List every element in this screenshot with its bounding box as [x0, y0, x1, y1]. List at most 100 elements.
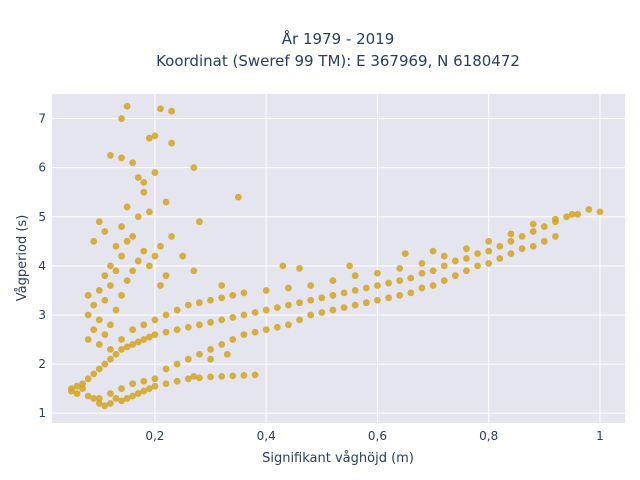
data-point — [90, 395, 98, 402]
data-point — [285, 301, 292, 309]
data-point — [95, 218, 103, 226]
data-point — [112, 242, 120, 250]
data-point — [90, 301, 98, 309]
data-point — [84, 392, 92, 400]
data-point — [218, 372, 226, 380]
data-point — [218, 282, 226, 289]
data-point — [540, 237, 548, 245]
data-point — [207, 345, 214, 353]
y-tick-label: 4 — [38, 259, 46, 273]
data-point — [145, 208, 153, 216]
data-point — [262, 326, 270, 334]
data-point — [329, 291, 337, 299]
data-point — [518, 233, 526, 240]
data-point — [240, 371, 248, 379]
x-tick-label: 0,2 — [145, 429, 164, 443]
data-point — [95, 316, 103, 324]
data-point — [140, 178, 148, 186]
data-point — [118, 397, 125, 405]
y-tick-label: 3 — [38, 308, 46, 322]
data-point — [162, 311, 170, 319]
data-point — [451, 257, 459, 265]
data-point — [218, 294, 226, 302]
data-point — [251, 371, 259, 379]
data-points — [68, 102, 604, 410]
data-point — [196, 218, 203, 226]
data-point — [107, 282, 114, 289]
data-point — [101, 296, 109, 304]
data-point — [251, 328, 259, 336]
data-point — [240, 311, 248, 319]
data-point — [162, 272, 170, 280]
data-point — [73, 382, 81, 390]
data-point — [162, 198, 170, 206]
data-point — [101, 331, 109, 339]
data-point — [73, 390, 81, 397]
data-point — [190, 372, 198, 380]
data-point — [190, 164, 198, 172]
data-point — [101, 360, 109, 368]
tick-labels: 0,2 0,4 0,6 0,8 1 1 2 3 4 5 6 7 — [38, 112, 603, 443]
data-point — [90, 237, 98, 245]
data-point — [307, 311, 315, 319]
data-point — [123, 277, 131, 284]
data-point — [451, 272, 459, 280]
data-point — [207, 318, 214, 326]
data-point — [596, 208, 604, 216]
data-point — [351, 272, 359, 280]
x-tick-label: 0,4 — [257, 429, 276, 443]
data-point — [540, 223, 548, 230]
data-point — [229, 291, 237, 299]
data-point — [118, 154, 125, 162]
data-point — [285, 321, 292, 329]
data-point — [190, 267, 198, 275]
data-point — [68, 385, 75, 393]
data-point — [95, 399, 103, 407]
data-point — [385, 294, 392, 302]
data-point — [151, 316, 159, 324]
data-point — [101, 228, 109, 235]
y-tick-label: 1 — [38, 406, 46, 420]
chart-title: År 1979 - 2019 — [282, 29, 395, 48]
data-point — [112, 395, 120, 402]
data-point — [362, 299, 370, 307]
data-point — [123, 102, 131, 110]
data-point — [229, 314, 237, 321]
data-point — [407, 274, 415, 282]
data-point — [173, 377, 181, 385]
data-point — [184, 355, 192, 363]
data-point — [101, 402, 109, 410]
data-point — [374, 296, 381, 304]
data-point — [351, 301, 359, 309]
data-point — [173, 326, 181, 334]
data-point — [107, 390, 114, 397]
data-point — [529, 220, 537, 228]
data-point — [134, 390, 142, 397]
data-point — [107, 321, 114, 329]
y-tick-label: 2 — [38, 357, 46, 371]
data-point — [429, 247, 437, 255]
y-tick-label: 6 — [38, 161, 46, 175]
data-point — [234, 193, 242, 201]
data-point — [118, 385, 125, 393]
data-point — [279, 262, 287, 270]
data-point — [157, 282, 164, 289]
data-point — [123, 237, 131, 245]
data-point — [90, 326, 98, 334]
data-point — [340, 289, 348, 297]
data-point — [123, 395, 131, 402]
data-point — [179, 252, 187, 260]
data-point — [251, 309, 259, 316]
data-point — [173, 306, 181, 314]
x-tick-label: 1 — [596, 429, 604, 443]
data-point — [229, 372, 237, 380]
x-tick-label: 0,8 — [479, 429, 498, 443]
data-point — [507, 237, 515, 245]
data-point — [296, 299, 303, 307]
data-point — [140, 377, 148, 385]
data-point — [79, 385, 86, 393]
data-point — [84, 336, 92, 343]
data-point — [129, 233, 137, 240]
data-point — [118, 336, 125, 343]
